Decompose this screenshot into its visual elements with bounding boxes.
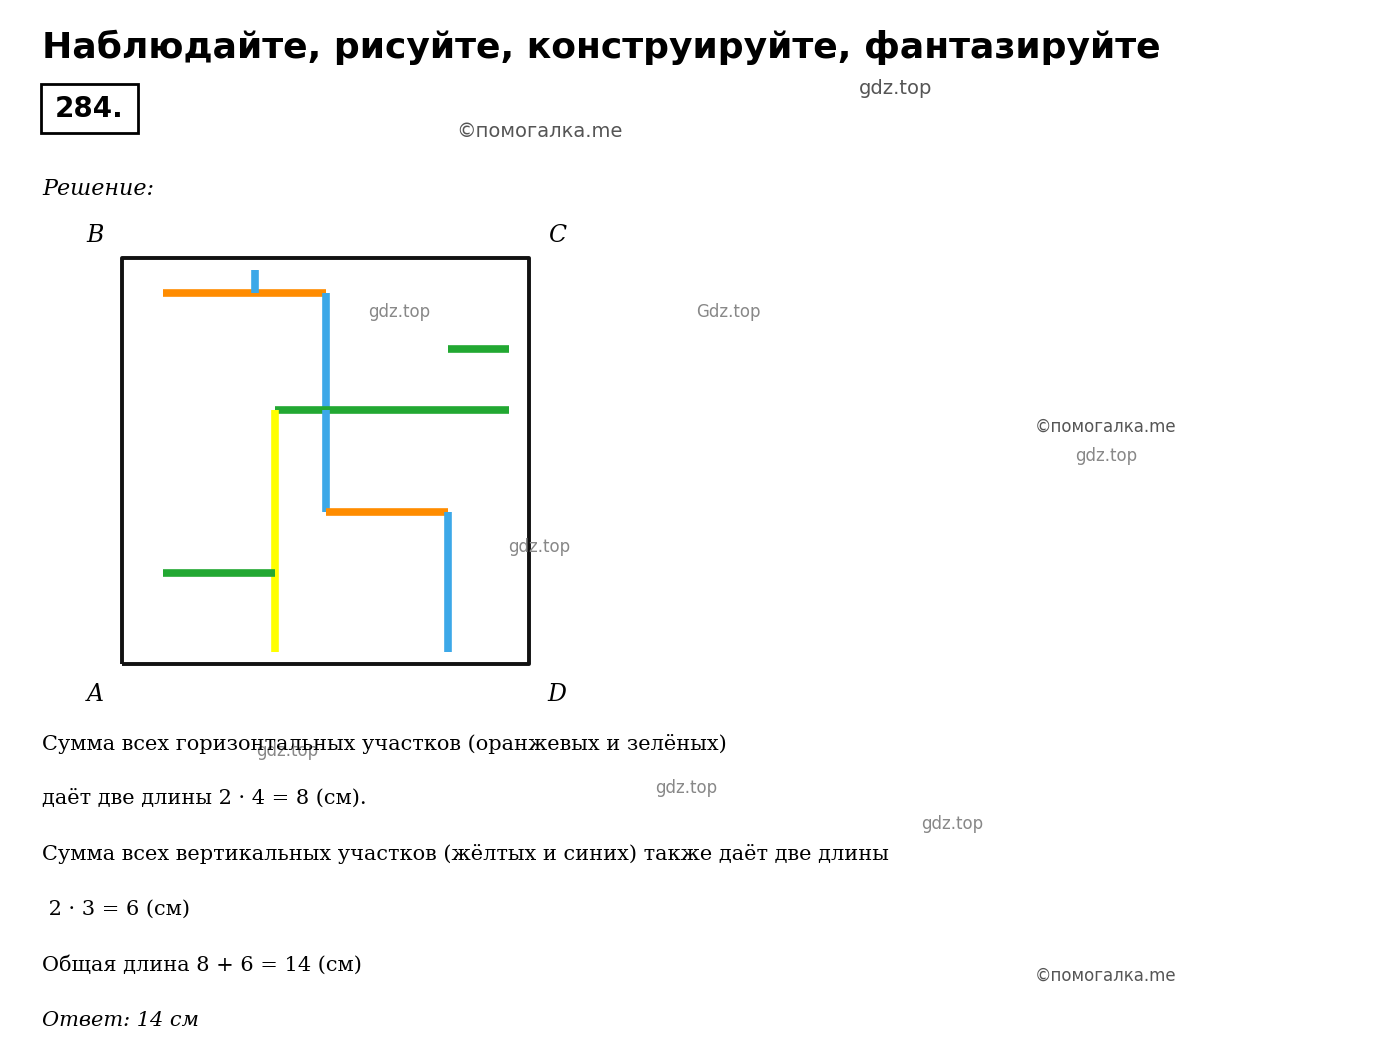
Text: gdz.top: gdz.top: [655, 779, 717, 796]
Text: Общая длина 8 + 6 = 14 (см): Общая длина 8 + 6 = 14 (см): [42, 955, 361, 975]
Text: D: D: [547, 682, 567, 705]
Text: ©помогалка.me: ©помогалка.me: [1035, 418, 1177, 436]
Text: Ответ: 14 см: Ответ: 14 см: [42, 1011, 199, 1029]
Text: gdz.top: gdz.top: [256, 742, 318, 760]
Text: ©помогалка.me: ©помогалка.me: [1035, 967, 1177, 984]
Text: gdz.top: gdz.top: [508, 538, 570, 556]
Text: Решение:: Решение:: [42, 178, 154, 200]
Text: даёт две длины 2 · 4 = 8 (см).: даёт две длины 2 · 4 = 8 (см).: [42, 789, 367, 808]
Text: ©помогалка.me: ©помогалка.me: [456, 122, 622, 141]
Text: Gdz.top: Gdz.top: [696, 303, 760, 321]
Text: gdz.top: gdz.top: [368, 303, 430, 321]
Text: A: A: [87, 682, 104, 705]
FancyBboxPatch shape: [41, 85, 139, 133]
Text: C: C: [547, 225, 566, 248]
Text: gdz.top: gdz.top: [1075, 447, 1137, 465]
Text: B: B: [87, 225, 104, 248]
Text: Наблюдайте, рисуйте, конструируйте, фантазируйте: Наблюдайте, рисуйте, конструируйте, фант…: [42, 29, 1161, 65]
Text: Сумма всех горизонтальных участков (оранжевых и зелёных): Сумма всех горизонтальных участков (оран…: [42, 734, 727, 753]
Text: gdz.top: gdz.top: [860, 79, 932, 98]
Text: 284.: 284.: [55, 95, 125, 122]
Text: 2 · 3 = 6 (см): 2 · 3 = 6 (см): [42, 900, 190, 919]
Text: Сумма всех вертикальных участков (жёлтых и синих) также даёт две длины: Сумма всех вертикальных участков (жёлтых…: [42, 844, 889, 864]
Text: gdz.top: gdz.top: [921, 815, 983, 833]
